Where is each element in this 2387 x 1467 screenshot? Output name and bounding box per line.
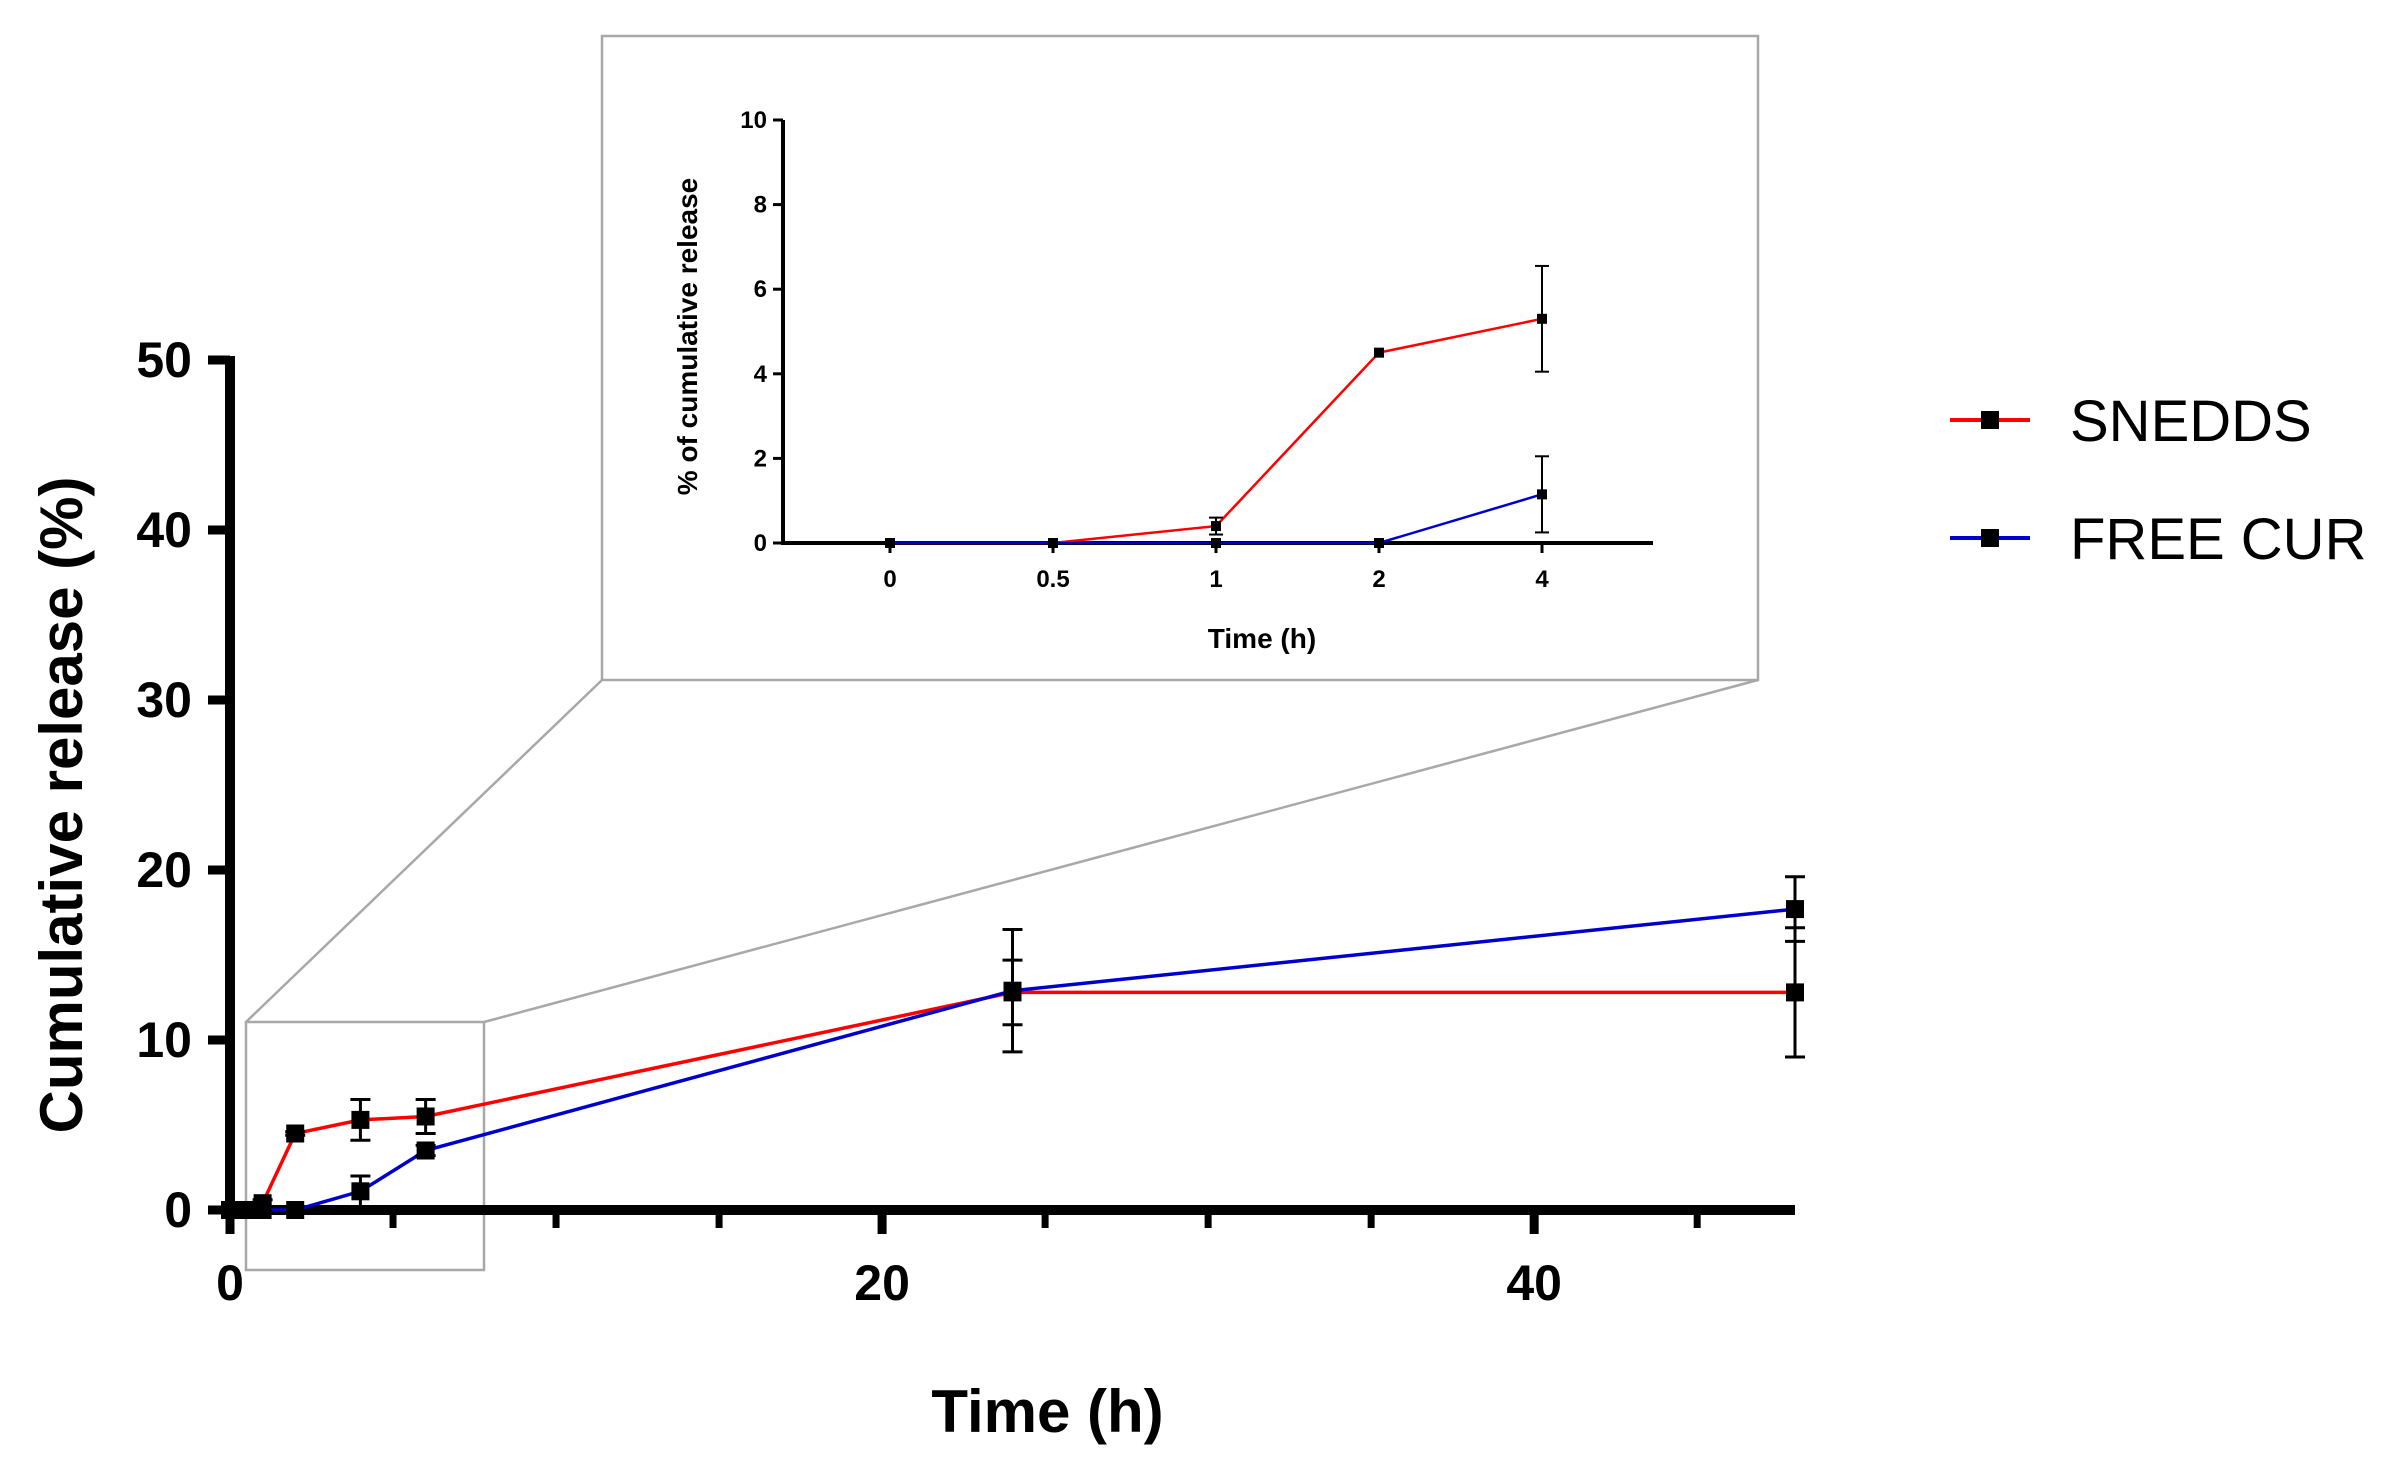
inset-x-axis-label: Time (h) — [1208, 623, 1316, 654]
inset-y-tick-label: 6 — [754, 276, 767, 303]
data-point — [416, 1107, 435, 1126]
y-tick-label: 0 — [164, 1182, 192, 1238]
data-point — [253, 1201, 272, 1219]
inset-data-point — [1211, 538, 1221, 548]
inset-x-tick-label: 4 — [1535, 566, 1549, 593]
inset-data-point — [1537, 489, 1547, 500]
y-tick-label: 10 — [136, 1012, 192, 1068]
y-tick-label: 50 — [136, 332, 192, 388]
legend-entry: SNEDDS — [1950, 389, 2312, 454]
inset-data-point — [1048, 538, 1058, 548]
inset-y-axis-label: % of cumulative release — [672, 178, 703, 495]
inset-y-tick-label: 8 — [754, 192, 767, 219]
inset-x-tick-label: 0 — [883, 566, 896, 593]
inset-data-point — [1211, 521, 1221, 532]
inset-series-free-cur — [885, 455, 1549, 548]
legend-swatch-marker — [1981, 529, 1999, 547]
data-point — [1786, 900, 1804, 919]
data-point — [286, 1201, 305, 1219]
inset-plot: 0 2 4 6 8 10 0 0.5 1 2 4 Time (h) % of cumulative re… — [600, 34, 1760, 682]
x-tick-label: 40 — [1506, 1255, 1562, 1311]
legend-label: FREE CUR — [2070, 507, 2366, 572]
zoom-connector-line — [483, 678, 1759, 1024]
legend-swatch-marker — [1981, 411, 1999, 429]
inset-y-tick-label: 4 — [754, 361, 768, 388]
zoom-connector-line — [245, 679, 603, 1023]
inset-data-point — [885, 538, 895, 548]
inset-data-point — [1537, 313, 1547, 324]
inset-y-tick-label: 0 — [754, 530, 767, 557]
data-point — [416, 1141, 435, 1160]
inset-data-point — [1374, 538, 1384, 548]
y-tick-label: 40 — [136, 502, 192, 558]
inset-y-tick-label: 2 — [754, 445, 767, 472]
legend-label: SNEDDS — [2070, 389, 2312, 454]
y-tick-label: 30 — [136, 672, 192, 728]
legend: SNEDDS FREE CUR — [1950, 389, 2366, 572]
data-point — [351, 1110, 370, 1129]
data-point — [237, 1201, 256, 1219]
zoom-region-box — [244, 1020, 486, 1272]
inset-y-tick-label: 10 — [740, 107, 767, 134]
y-axis-label: Cumulative release (%) — [28, 477, 95, 1134]
inset-x-tick-label: 1 — [1209, 566, 1222, 593]
inset-x-tick-label: 2 — [1372, 566, 1385, 593]
inset-frame — [600, 34, 1760, 682]
inset-x-tick-label: 0.5 — [1036, 566, 1069, 593]
series-free-cur — [221, 875, 1805, 1219]
zoom-guides — [244, 678, 1759, 1272]
x-tick-label: 0 — [216, 1255, 244, 1311]
data-point — [1003, 981, 1022, 1000]
legend-entry: FREE CUR — [1950, 507, 2366, 572]
data-point — [1786, 983, 1804, 1002]
x-tick-label: 20 — [854, 1255, 910, 1311]
data-point — [286, 1124, 305, 1143]
data-point — [351, 1182, 370, 1201]
data-point — [221, 1201, 239, 1219]
y-tick-label: 20 — [136, 842, 192, 898]
x-axis-label: Time (h) — [931, 1378, 1163, 1445]
inset-data-point — [1374, 347, 1384, 358]
